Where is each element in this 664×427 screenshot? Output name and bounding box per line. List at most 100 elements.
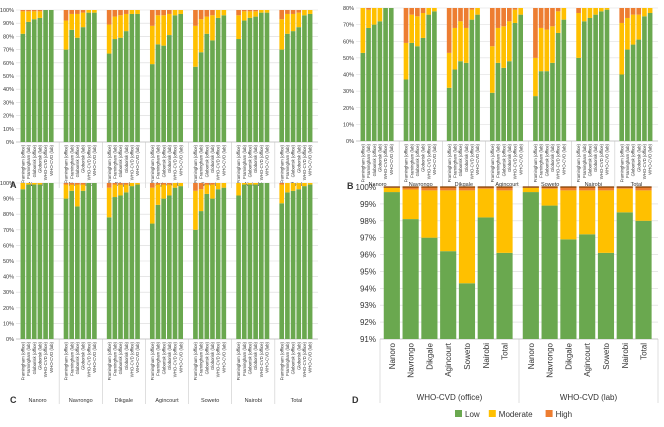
bar-segment-moderate	[26, 183, 31, 185]
bar-label: Globorisk (office)	[204, 341, 209, 374]
y-tick-label: 50%	[3, 74, 14, 80]
group-label: Soweto	[541, 182, 559, 188]
bar-segment-moderate	[106, 24, 112, 54]
bar-segment-low	[253, 184, 258, 339]
bar-segment-high	[512, 8, 518, 10]
bar-segment-low	[360, 52, 366, 142]
bar-segment-high	[421, 187, 438, 191]
bar-segment-moderate	[135, 183, 140, 185]
bar-segment-moderate	[458, 190, 476, 284]
bar-segment-low	[541, 205, 558, 339]
bar-segment-low	[236, 195, 241, 339]
y-tick-label: 90%	[3, 21, 14, 27]
bar-segment-moderate	[198, 189, 204, 212]
bar-segment-moderate	[296, 183, 302, 190]
bar-segment-low	[420, 37, 426, 141]
bar-label: Globorisk (lab)	[253, 341, 258, 370]
bar-segment-moderate	[383, 187, 400, 193]
bar-segment-low	[264, 12, 270, 143]
y-tick-label: 0%	[6, 337, 14, 343]
bar-segment-high	[619, 8, 625, 23]
y-tick-label: 50%	[343, 56, 354, 62]
bar-segment-low	[167, 35, 172, 142]
bar-segment-high	[69, 183, 75, 185]
bar-segment-moderate	[415, 16, 420, 47]
bar-segment-high	[193, 183, 198, 191]
bar-segment-low	[86, 183, 92, 339]
bar-segment-moderate	[204, 16, 210, 34]
bar-segment-high	[440, 187, 457, 191]
bar-segment-moderate	[118, 15, 123, 38]
bar-segment-high	[458, 8, 463, 22]
bar-segment-low	[518, 14, 524, 141]
bar-label: WHO-CVD (lab)	[308, 144, 313, 175]
bar-label: Framingham (lab)	[199, 341, 204, 375]
bar-label: Framingham (lab)	[199, 144, 204, 178]
y-tick-label: 99%	[360, 200, 376, 209]
bar-label: Framingham (lab)	[539, 143, 544, 177]
bar-segment-low	[135, 13, 140, 142]
y-tick-label: 20%	[3, 114, 14, 120]
bar-segment-high	[630, 8, 636, 15]
y-tick-label: 94%	[360, 284, 376, 293]
bar-segment-high	[625, 8, 630, 18]
bar-segment-low	[279, 203, 285, 339]
bar-label: WHO-CVD (lab)	[135, 144, 140, 175]
bar-segment-low	[210, 40, 215, 142]
bar-segment-low	[463, 62, 469, 141]
bar-segment-moderate	[193, 190, 198, 230]
bar-segment-high	[236, 10, 241, 16]
bar-segment-high	[541, 187, 558, 189]
bar-label: Globorisk (lab)	[210, 144, 215, 173]
bar-segment-moderate	[210, 184, 215, 199]
bar-segment-low	[604, 9, 610, 141]
bar-label: WHO-CVD (office)	[302, 341, 307, 377]
bar-segment-low	[118, 37, 123, 142]
category-label: Dikgale	[564, 342, 573, 369]
chart-panel-d: 91%92%93%94%95%96%97%98%99%100%Nanoro Nav…	[352, 183, 659, 405]
bar-segment-moderate	[221, 10, 227, 16]
y-tick-label: 100%	[0, 8, 14, 14]
group-label: Agincourt	[155, 398, 179, 404]
bar-label: Globorisk (lab)	[550, 143, 555, 172]
bar-segment-low	[388, 8, 394, 141]
bar-label: Globorisk (office)	[291, 144, 296, 177]
bar-label: Framingham (office)	[193, 341, 198, 380]
bar-segment-high	[106, 10, 112, 25]
bar-segment-moderate	[587, 8, 593, 18]
bar-label: Globorisk (office)	[372, 143, 377, 176]
bar-segment-high	[193, 10, 198, 26]
bar-segment-low	[48, 183, 54, 339]
bar-segment-high	[161, 10, 166, 16]
bar-segment-moderate	[264, 10, 270, 13]
bar-label: Globorisk (office)	[248, 341, 253, 374]
bar-segment-moderate	[512, 9, 518, 23]
bar-segment-moderate	[469, 9, 475, 20]
bar-segment-high	[31, 10, 37, 12]
bar-label: Framingham (lab)	[69, 341, 74, 375]
bar-label: Framingham (office)	[64, 144, 69, 183]
y-tick-label: 60%	[3, 61, 14, 67]
bar-segment-moderate	[123, 184, 129, 193]
bar-segment-low	[149, 223, 155, 339]
y-tick-label: 70%	[3, 228, 14, 234]
bar-label: WHO-CVD (office)	[259, 341, 264, 377]
bar-segment-moderate	[458, 21, 463, 62]
bar-label: Framingham (office)	[20, 341, 25, 380]
bar-segment-moderate	[538, 27, 544, 72]
bar-segment-moderate	[452, 27, 458, 70]
bar-segment-low	[469, 19, 475, 142]
category-label: Dikgale	[425, 342, 434, 369]
bar-segment-high	[496, 187, 513, 191]
bar-segment-low	[458, 283, 476, 339]
bar-segment-moderate	[544, 29, 550, 72]
bar-label: WHO-CVD (office)	[216, 144, 221, 180]
bar-segment-high	[198, 10, 204, 20]
bar-label: WHO-CVD (office)	[556, 143, 561, 179]
bar-segment-high	[495, 8, 501, 28]
y-tick-label: 20%	[343, 106, 354, 112]
bar-segment-high	[409, 8, 415, 15]
category-label: Total	[501, 343, 510, 360]
bar-segment-moderate	[495, 27, 501, 63]
bar-segment-moderate	[241, 183, 247, 185]
